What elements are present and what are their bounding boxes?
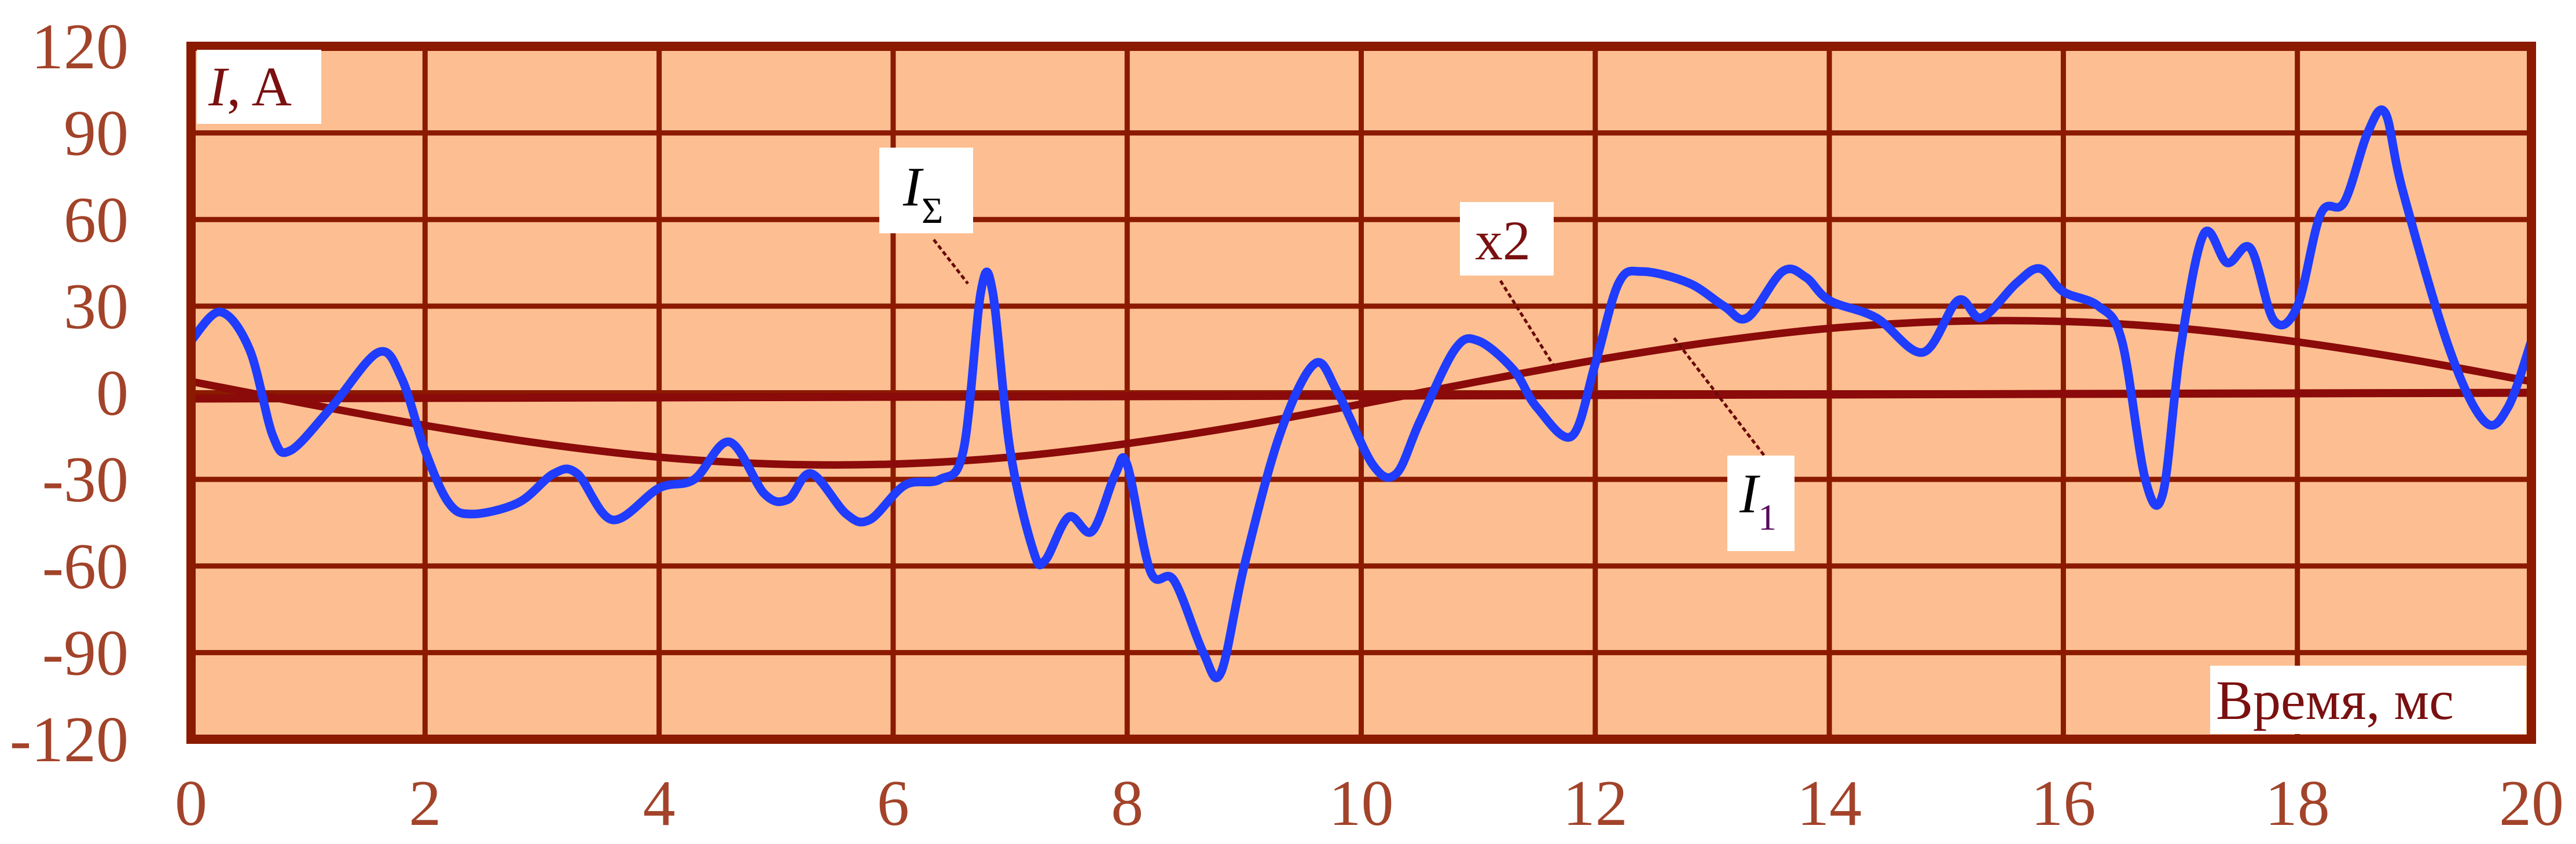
- x-axis-label-box: [2210, 666, 2526, 734]
- x-axis-label: Время, мс: [2216, 669, 2454, 731]
- series-sum: [188, 105, 2536, 682]
- i1-leader: [1673, 337, 1767, 458]
- y-tick-label: 0: [96, 358, 129, 430]
- plot-frame: [186, 42, 2536, 744]
- x-tick-label: 20: [2499, 768, 2564, 839]
- y-axis-label-box: [197, 50, 321, 124]
- y-tick-label: 90: [64, 98, 129, 170]
- i-sigma-leader: [933, 238, 969, 285]
- x-tick-label: 6: [877, 768, 909, 839]
- x-tick-label: 14: [1797, 768, 1862, 839]
- y-tick-label: 120: [31, 11, 129, 83]
- x-tick-label: 18: [2265, 768, 2330, 839]
- series-layer: [188, 105, 2536, 682]
- i-sigma-label-box: [879, 148, 973, 233]
- x2-label-box: [1460, 202, 1554, 276]
- i1-label: I1: [1739, 463, 1777, 538]
- x-tick-label: 10: [1329, 768, 1394, 839]
- x-tick-label: 16: [2031, 768, 2096, 839]
- x2-label: x2: [1475, 210, 1531, 271]
- i-sigma-label: IΣ: [902, 156, 943, 231]
- x-tick-label: 8: [1111, 768, 1143, 839]
- y-tick-label: -90: [42, 617, 129, 689]
- x2-leader: [1499, 280, 1555, 366]
- y-tick-label: -30: [42, 444, 129, 516]
- y-tick-labels: 120 90 60 30 0 -30 -60 -90 -120: [10, 11, 129, 776]
- x-tick-label: 12: [1563, 768, 1628, 839]
- x-tick-label: 0: [175, 768, 207, 839]
- x-tick-labels: 0 2 4 6 8 10 12 14 16 18 20: [175, 768, 2564, 839]
- y-tick-label: -120: [10, 704, 129, 776]
- i1-label-box: [1727, 456, 1795, 551]
- series-fundamental: [190, 317, 2533, 469]
- y-axis-label: I, A: [208, 56, 292, 118]
- y-tick-label: 60: [64, 184, 129, 256]
- y-tick-label: 30: [64, 271, 129, 343]
- y-tick-label: -60: [42, 531, 129, 603]
- x-tick-label: 4: [643, 768, 676, 839]
- x-tick-label: 2: [409, 768, 441, 839]
- series-zero-line: [190, 388, 2532, 403]
